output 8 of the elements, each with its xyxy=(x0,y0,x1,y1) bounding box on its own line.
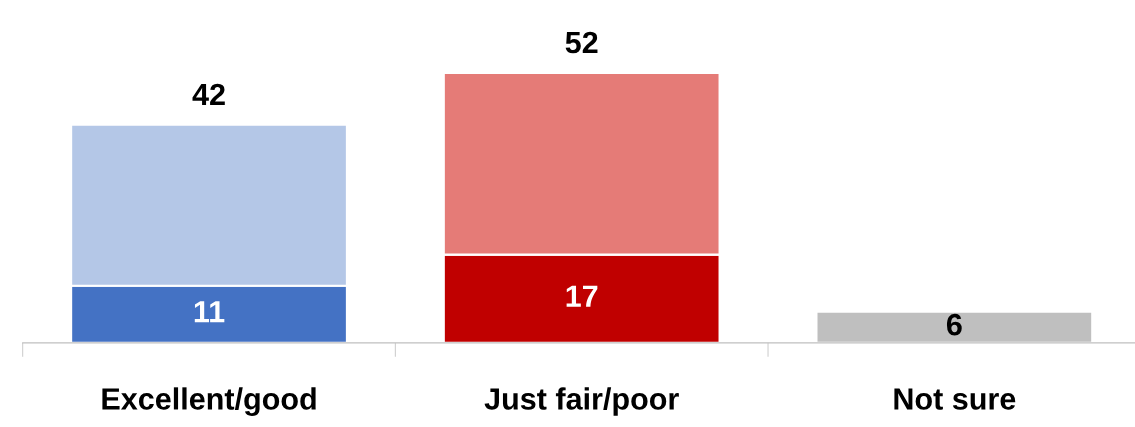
total-label: 52 xyxy=(565,31,598,54)
x-tick-label: Just fair/poor xyxy=(484,387,679,416)
total-label: 42 xyxy=(192,83,225,105)
data-label: 17 xyxy=(566,285,598,307)
x-tick-label: Not sure xyxy=(894,388,1016,410)
x-tick-label: Excellent/good xyxy=(102,387,316,416)
data-label: 6 xyxy=(946,313,962,336)
data-label: 11 xyxy=(194,301,225,323)
